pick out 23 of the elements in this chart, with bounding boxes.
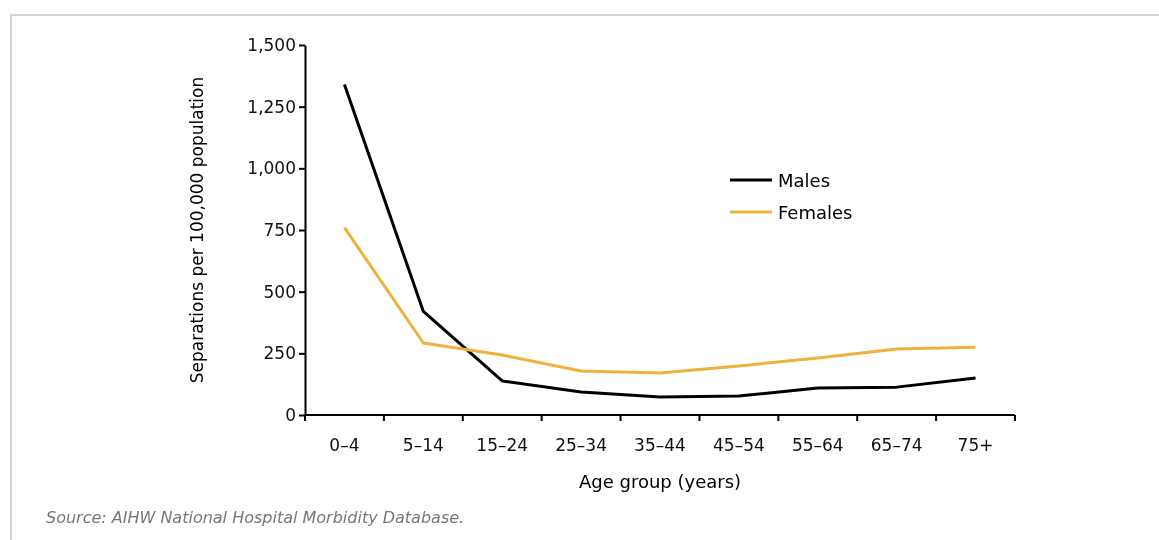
- x-tick-label: 0–4: [329, 435, 360, 455]
- y-axis-title: Separations per 100,000 population: [187, 76, 207, 384]
- x-tick-label: 45–54: [713, 435, 765, 455]
- y-tick-label: 750: [263, 219, 296, 240]
- x-tick-label: 65–74: [870, 435, 923, 455]
- line-series: [342, 226, 978, 375]
- x-tick-label: 5–14: [402, 435, 444, 455]
- x-tick-label: 25–34: [555, 435, 607, 455]
- x-tick-label: 75+: [957, 435, 994, 455]
- x-axis-title: Age group (years): [578, 471, 742, 492]
- source-note: Source: AIHW National Hospital Morbidity Database.: [46, 508, 465, 527]
- line-series: [342, 82, 978, 399]
- y-tick-label: 0: [285, 404, 296, 425]
- legend-label: Females: [778, 202, 853, 223]
- legend-label: Males: [778, 170, 831, 191]
- y-tick-label: 1,500: [247, 34, 296, 55]
- y-tick-label: 1,000: [247, 158, 296, 179]
- y-tick-label: 250: [263, 343, 296, 364]
- x-tick-label: 15–24: [476, 435, 529, 455]
- x-tick-label: 35–44: [634, 435, 686, 455]
- y-tick-label: 1,250: [247, 96, 296, 117]
- y-tick-label: 500: [263, 281, 296, 302]
- x-tick-label: 55–64: [791, 435, 844, 455]
